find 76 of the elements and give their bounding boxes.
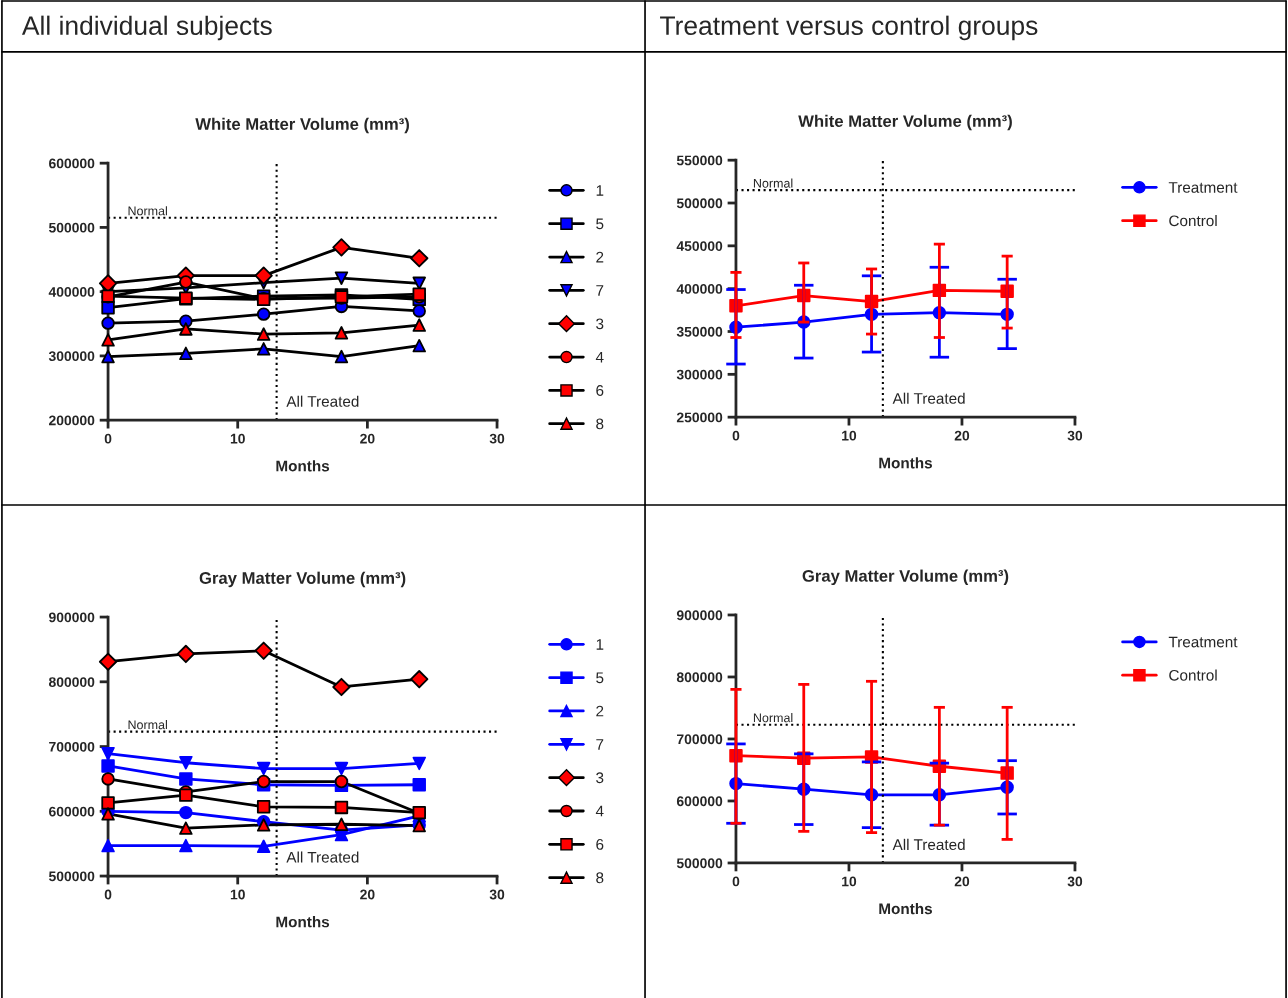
x-axis-title: Months — [879, 903, 932, 915]
text: All individual subjects — [21, 15, 272, 41]
legend-label: 5 — [596, 672, 604, 684]
y-tick-label: 900000 — [676, 610, 723, 621]
y-tick-label: 500000 — [676, 198, 723, 209]
ref-line-label: Normal — [128, 206, 167, 216]
x-tick-label: 10 — [230, 889, 245, 900]
legend-label: 1 — [596, 639, 604, 650]
y-tick-label: 600000 — [49, 806, 95, 817]
ref-line-label: Normal — [753, 713, 793, 723]
legend-label: 4 — [595, 351, 604, 363]
x-axis-title: Months — [276, 916, 330, 928]
y-tick-label: 800000 — [48, 677, 95, 687]
x-tick-label: 0 — [732, 876, 740, 887]
legend-label: 6 — [596, 385, 604, 396]
ref-line-label: Normal — [128, 720, 167, 730]
legend-label: 7 — [596, 739, 604, 750]
legend-label: 8 — [596, 418, 604, 430]
y-tick-label: 300000 — [676, 369, 723, 380]
y-tick-label: 600000 — [49, 158, 95, 169]
legend-label: 4 — [595, 805, 604, 817]
legend-label: 8 — [596, 872, 604, 884]
text: Treatment versus control groups — [660, 15, 1038, 41]
y-tick-label: 350000 — [676, 326, 723, 337]
y-tick-label: 300000 — [48, 351, 95, 362]
x-tick-label: 30 — [1067, 876, 1083, 887]
legend-label: 3 — [596, 772, 604, 784]
y-tick-label: 450000 — [676, 241, 723, 252]
ref-line-label: All Treated — [286, 395, 359, 407]
y-tick-label: 700000 — [49, 741, 95, 752]
y-tick-label: 250000 — [676, 412, 723, 423]
legend-label: Control — [1169, 669, 1217, 681]
x-axis-title: Months — [879, 457, 932, 469]
chart-title: Gray Matter Volume (mm³) — [199, 571, 406, 588]
ref-line-label: All Treated — [286, 851, 359, 863]
legend-label: Treatment — [1168, 182, 1238, 193]
y-tick-label: 550000 — [676, 155, 723, 166]
ref-line-label: Normal — [753, 178, 793, 188]
legend-label: Control — [1169, 214, 1217, 227]
legend-label: 1 — [596, 185, 604, 196]
legend-label: 6 — [596, 839, 604, 850]
x-tick-label: 0 — [732, 430, 740, 441]
x-tick-label: 10 — [842, 876, 857, 887]
legend-label: Treatment — [1168, 636, 1238, 648]
y-tick-label: 800000 — [676, 672, 723, 683]
x-tick-label: 30 — [489, 889, 505, 900]
x-tick-label: 0 — [104, 433, 112, 444]
chart-title: White Matter Volume (mm³) — [195, 117, 409, 134]
legend-label: 2 — [596, 705, 604, 717]
y-tick-label: 400000 — [48, 287, 95, 297]
legend-label: 7 — [596, 285, 604, 296]
x-tick-label: 10 — [842, 430, 857, 441]
y-tick-label: 900000 — [49, 612, 95, 623]
x-tick-label: 20 — [360, 433, 375, 444]
x-tick-label: 30 — [489, 433, 505, 444]
legend-label: 5 — [596, 218, 604, 230]
legend-label: 2 — [596, 251, 604, 263]
chart-title: White Matter Volume (mm³) — [798, 114, 1012, 131]
y-tick-label: 600000 — [676, 796, 723, 807]
ref-line-label: All Treated — [892, 838, 965, 851]
y-tick-label: 500000 — [48, 222, 95, 233]
x-tick-label: 30 — [1067, 430, 1083, 441]
y-tick-label: 700000 — [677, 734, 723, 745]
x-tick-label: 10 — [230, 433, 245, 444]
x-tick-label: 20 — [954, 430, 970, 441]
chart-title: Gray Matter Volume (mm³) — [802, 569, 1009, 586]
x-axis-title: Months — [276, 460, 330, 472]
y-tick-label: 200000 — [49, 415, 95, 426]
x-tick-label: 0 — [104, 889, 112, 900]
x-tick-label: 20 — [360, 889, 375, 900]
ref-line-label: All Treated — [892, 392, 965, 404]
y-tick-label: 400000 — [676, 284, 723, 294]
legend-label: 3 — [596, 318, 604, 330]
x-tick-label: 20 — [954, 876, 970, 887]
y-tick-label: 500000 — [676, 858, 723, 869]
y-tick-label: 500000 — [48, 871, 95, 882]
